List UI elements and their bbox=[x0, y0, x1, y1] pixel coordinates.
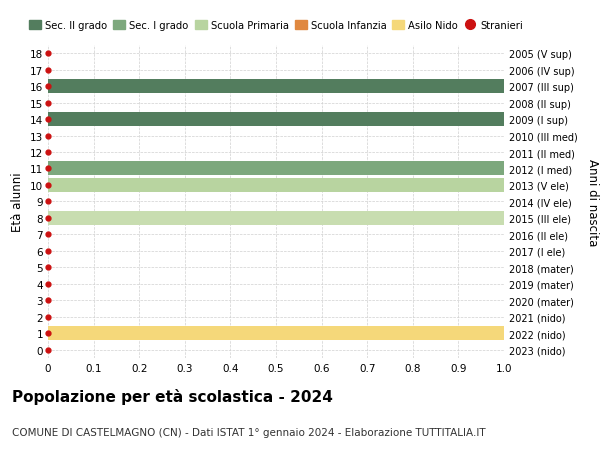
Bar bbox=[48, 80, 504, 94]
Bar bbox=[48, 212, 504, 225]
Bar bbox=[48, 326, 504, 341]
Y-axis label: Anni di nascita: Anni di nascita bbox=[586, 158, 599, 246]
Text: COMUNE DI CASTELMAGNO (CN) - Dati ISTAT 1° gennaio 2024 - Elaborazione TUTTITALI: COMUNE DI CASTELMAGNO (CN) - Dati ISTAT … bbox=[12, 427, 485, 437]
Y-axis label: Età alunni: Età alunni bbox=[11, 172, 25, 232]
Bar bbox=[48, 113, 504, 127]
Bar bbox=[48, 179, 504, 192]
Text: Popolazione per età scolastica - 2024: Popolazione per età scolastica - 2024 bbox=[12, 388, 333, 404]
Bar bbox=[48, 162, 504, 176]
Legend: Sec. II grado, Sec. I grado, Scuola Primaria, Scuola Infanzia, Asilo Nido, Stran: Sec. II grado, Sec. I grado, Scuola Prim… bbox=[25, 17, 527, 35]
